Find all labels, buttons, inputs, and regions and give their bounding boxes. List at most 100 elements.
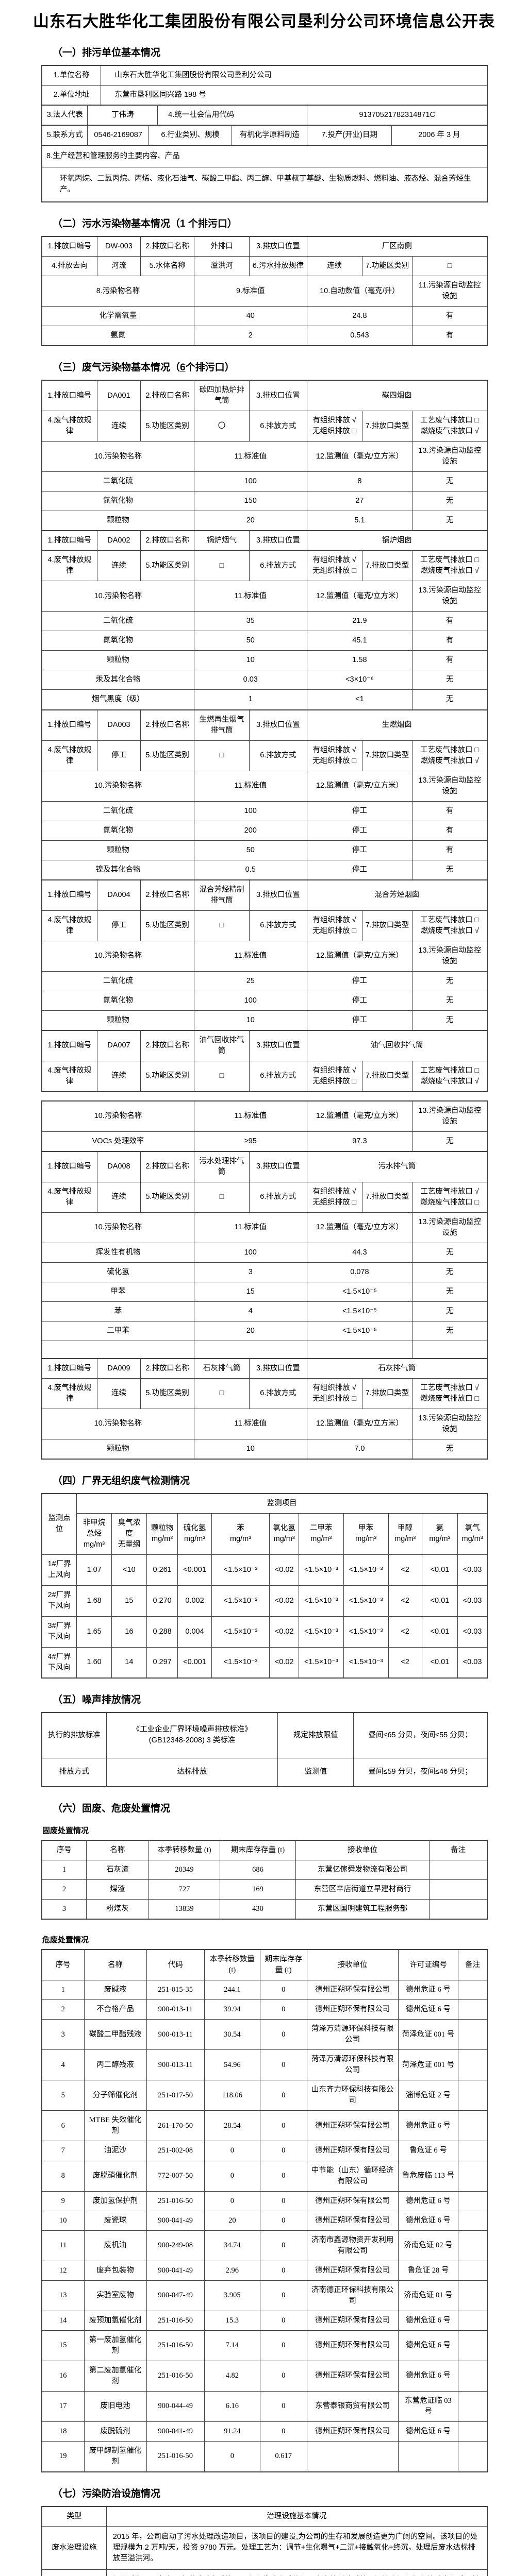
table-row: 4.废气排放规律 连续 5.功能区类别 □ 6.排放方式 有组织排放 √ 无组织排放 □ 7.…: [41, 550, 488, 582]
cell: 煤渣: [86, 1879, 149, 1900]
table-row: 颗粒物 20 5.1 无: [41, 511, 488, 531]
cell: 7.14: [204, 2330, 260, 2361]
table-row: 10.污染物名称 11.标准值 12.监测值（毫克/立方米） 13.污染源自动监控设施: [41, 1100, 488, 1132]
cell: 有: [412, 801, 488, 821]
cell: 5.水体名称: [140, 256, 194, 277]
cell: 实验室废物: [84, 2280, 147, 2311]
treatment-facility-rows: 废水治理设施 2015 年，公司启动了污水处理改造项目，该项目的建设,为公司的生存…: [41, 2526, 488, 2576]
cell: 7.排放口类型: [361, 740, 413, 771]
cell: 废碱液: [84, 1980, 147, 2001]
cell: 251-002-08: [146, 2141, 205, 2161]
table-row: 化学需氧量 40 24.8 有: [41, 306, 488, 327]
table-row: 1.排放口编号 DA003 2.排放口名称 生燃再生烟气排气筒 3.排放口位置 生燃烟囱: [41, 709, 488, 741]
cell: 工艺废气排放口 □ 燃烧废气排放口 √: [412, 910, 488, 941]
cell: 有: [412, 306, 488, 327]
table-row: 挥发性有机物 100 44.3 无: [41, 1242, 488, 1263]
table-row: 4.废气排放规律 连续 5.功能区类别 □ 6.排放方式 有组织排放 √ 无组织排放 □ 7.…: [41, 1181, 488, 1213]
table-row: 颗粒物 10 停工无: [41, 1010, 488, 1031]
cell: 丙二醇残液: [84, 2049, 147, 2081]
cell: 2015 年，公司启动了污水处理改造项目，该项目的建设,为公司的生存和发展创造更…: [106, 2526, 488, 2570]
table-row: 2#厂界下风向 1.68 15 0.270 0.002 <1.5×10⁻³ <0.02 <1.…: [41, 1585, 488, 1617]
cell: 菏泽危证 001 号: [398, 2049, 459, 2081]
cell: 〇: [193, 411, 250, 442]
table-row: 2.单位地址 东营市垦利区同兴路 198 号: [41, 85, 488, 106]
table-row: 镍及其化合物 0.5 停工无: [41, 859, 488, 880]
cell: 0: [259, 2191, 307, 2211]
table-row: 15 第一废加氢催化剂 251-016-50 7.14 0 德州正朔环保有限公司 德州危证 …: [41, 2330, 488, 2361]
table-row: 1.排放口编号 DW-003 2.排放口名称 外排口 3.排放口位置 厂区南侧: [41, 236, 488, 257]
cell: 39.94: [204, 1999, 260, 2020]
table-row: 颗粒物 50 停工有: [41, 840, 488, 860]
cell: 24.8: [306, 306, 413, 327]
table-row: 8.生产经营和管理服务的主要内容、产品: [41, 145, 488, 168]
cell: 2.排放口名称: [140, 236, 194, 257]
cell: 有组织排放 √ 无组织排放 □: [306, 1378, 362, 1409]
cell: 251-016-50: [146, 2360, 205, 2392]
table-row: 硫化氢 3 0.078 无: [41, 1262, 488, 1283]
table-row: 8 废脱硝催化剂 772-007-50 0 0 中节能（山东）循环经济有限公司 鲁危废临 1…: [41, 2160, 488, 2192]
cell: 油气回收排气筒: [193, 1030, 250, 1061]
cell: 0: [259, 2310, 307, 2331]
cell: 3.排放口位置: [249, 380, 307, 412]
cell: 13: [41, 2280, 85, 2311]
cell: VOCs 处理效率: [41, 1131, 194, 1152]
cell: 无: [412, 971, 488, 991]
cell: 颗粒物: [41, 840, 194, 860]
cell: 11: [41, 2230, 85, 2261]
cell: 停工: [306, 1010, 413, 1031]
cell: 无: [412, 491, 488, 512]
cell: 727: [148, 1879, 221, 1900]
cell: 11.标准值: [193, 770, 307, 802]
cell: 10.污染物名称: [41, 940, 194, 972]
table-row: 4.排放去向 河流 5.水体名称 溢洪河 6.污水排放规律 连续 7.功能区类别 □: [41, 256, 488, 277]
cell: <1.5×10⁻⁵: [306, 1321, 413, 1342]
cell: 0: [259, 1999, 307, 2020]
cell: <3×10⁻⁶: [306, 670, 413, 690]
fenceline-monitoring-table: 监测点位 监测项目 非甲烷总烃 mg/m³ 臭气浓度 无量纲 颗粒物 mg/m³ 硫化氢 mg/m…: [41, 1493, 488, 1679]
cell: 无: [412, 1131, 488, 1152]
gas-ports-container: 1.排放口编号 DA001 2.排放口名称 碳四加热炉排气筒 3.排放口位置 碳四烟囱 4.…: [41, 380, 488, 1460]
cell: 4.废气排放规律: [41, 1181, 97, 1213]
table-row: 氮氧化物 200 停工有: [41, 820, 488, 841]
table-row: 苯 4 <1.5×10⁻⁵ 无: [41, 1301, 488, 1322]
cell: 251-015-35: [146, 1980, 205, 2001]
cell: 无: [412, 1282, 488, 1302]
header-cell: 接收单位: [306, 1949, 399, 1981]
table-row: 氮氧化物 50 45.1 有: [41, 631, 488, 651]
cell: 有组织排放 √ 无组织排放 □: [306, 411, 362, 442]
cell: 5.联系方式: [41, 125, 88, 146]
cell: 有组织排放 √ 无组织排放 □: [306, 740, 362, 771]
cell: 6.排放方式: [249, 411, 307, 442]
cell: 7.投产(开业)日期: [307, 125, 392, 146]
cell: 菏泽万清源环保科技有限公司: [306, 2049, 399, 2081]
cell: 14: [111, 1647, 147, 1679]
cell: <0.01: [421, 1616, 458, 1648]
header-cell: 监测点位: [41, 1493, 77, 1555]
cell: 15: [193, 1282, 307, 1302]
cell: 2.排放口名称: [140, 709, 194, 741]
basic-info-table-b: 3.法人代表 丁伟涛 4.统一社会信用代码 91370521782314871C: [41, 105, 488, 126]
cell: 碳酸二甲酯残液: [84, 2019, 147, 2050]
cell: 德州正朔环保有限公司: [306, 1980, 399, 2001]
cell: 德州正朔环保有限公司: [306, 2191, 399, 2211]
cell: 5.功能区类别: [140, 411, 194, 442]
table-row: 1.单位名称 山东石大胜华化工集团股份有限公司垦利分公司: [41, 65, 488, 86]
cell: 3.排放口位置: [249, 236, 307, 257]
cell: 2.96: [204, 2260, 260, 2281]
hazardous-waste-label: 危废处置情况: [42, 1936, 89, 1945]
table-row: 10.污染物名称 11.标准值 12.监测值（毫克/立方米） 13.污染源自动监控设施: [41, 770, 488, 802]
cell: 连续: [306, 256, 362, 277]
cell: 0.078: [306, 1262, 413, 1283]
cell: 900-047-49: [146, 2280, 205, 2311]
cell: 0: [259, 2019, 307, 2050]
cell: 10: [193, 1010, 307, 1031]
cell: 6.排放方式: [249, 550, 307, 582]
cell: 251-016-50: [146, 2310, 205, 2331]
header-cell: 氨 mg/m³: [421, 1513, 458, 1555]
table-row: 5.联系方式 0546-2169087 6.行业类别、规模 有机化学原料制造 7.投…: [41, 125, 488, 146]
cell: 9: [41, 2191, 85, 2211]
section-2-heading: （二）污水污染物基本情况（1 个排污口）: [53, 218, 237, 230]
cell: 德州正朔环保有限公司: [306, 1999, 399, 2020]
cell: 7: [41, 2141, 85, 2161]
cell: [458, 2310, 488, 2331]
